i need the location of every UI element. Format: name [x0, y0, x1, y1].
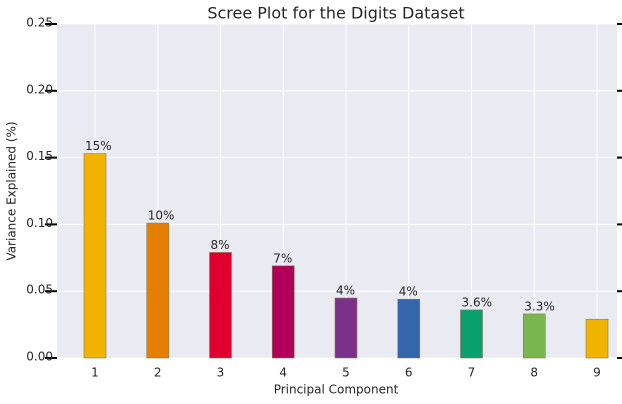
value-label: 10% — [148, 209, 175, 223]
y-tick-label: 0.15 — [26, 149, 53, 163]
value-label: 4% — [336, 284, 355, 298]
y-tick-label: 0.00 — [26, 350, 53, 364]
bar — [83, 153, 107, 359]
y-tick-label: 0.05 — [26, 283, 53, 297]
bar — [397, 298, 421, 359]
value-label: 3.6% — [462, 295, 493, 309]
bar — [209, 252, 232, 359]
bar — [460, 309, 483, 359]
x-tick-label: 9 — [593, 366, 601, 380]
x-tick-label: 2 — [154, 366, 162, 380]
x-tick-label: 3 — [217, 366, 225, 380]
bar — [271, 265, 295, 359]
value-label: 3.3% — [524, 299, 555, 313]
x-tick-label: 4 — [279, 366, 287, 380]
value-label: 8% — [211, 238, 230, 252]
x-tick-label: 6 — [405, 366, 413, 380]
bar — [334, 297, 358, 359]
x-tick-label: 5 — [342, 366, 350, 380]
value-label: 7% — [273, 251, 292, 265]
x-tick-label: 7 — [468, 366, 476, 380]
chart-title: Scree Plot for the Digits Dataset — [207, 4, 464, 23]
bar — [522, 313, 546, 359]
value-label: 15% — [85, 139, 112, 153]
x-axis-label: Principal Component — [274, 383, 399, 397]
x-tick-label: 8 — [530, 366, 538, 380]
y-tick-label: 0.10 — [26, 216, 53, 230]
bar — [146, 222, 170, 359]
y-tick-label: 0.25 — [26, 16, 53, 30]
bar — [585, 318, 609, 359]
y-tick-label: 0.20 — [26, 82, 53, 96]
x-tick-label: 1 — [91, 366, 99, 380]
value-label: 4% — [399, 285, 418, 299]
y-axis-label: Variance Explained (%) — [5, 121, 19, 260]
